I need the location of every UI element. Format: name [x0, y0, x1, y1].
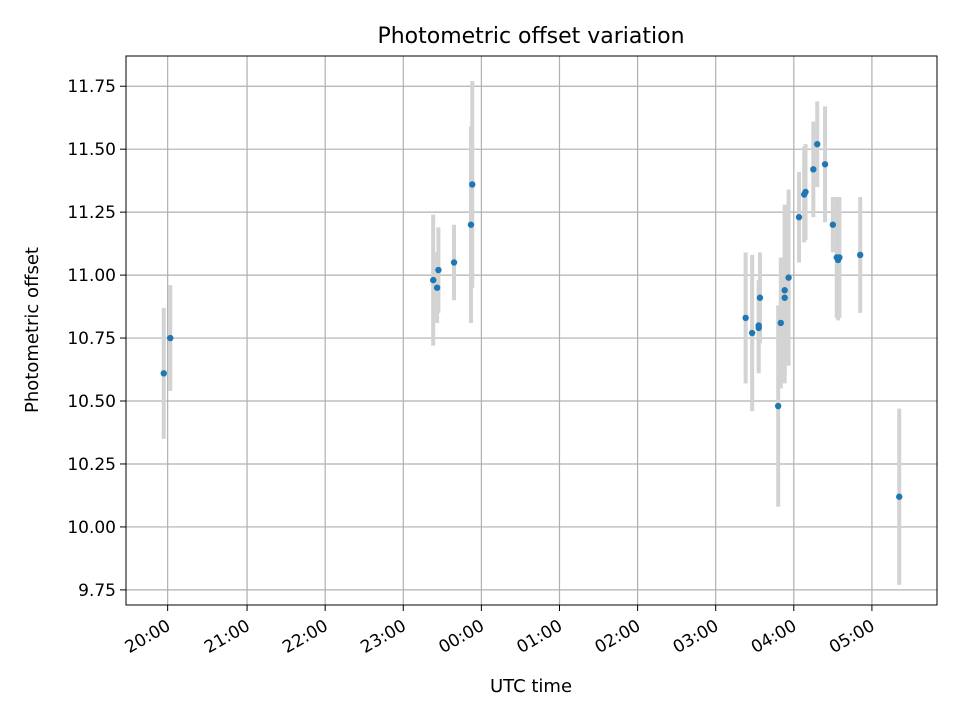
y-tick-label: 11.50 — [67, 140, 116, 160]
y-tick-label: 10.00 — [67, 518, 116, 538]
data-points — [160, 140, 903, 500]
data-point — [167, 334, 174, 342]
data-point — [435, 266, 442, 274]
x-axis-label: UTC time — [490, 676, 572, 697]
y-axis-ticks: 9.75 10.00 10.25 10.50 10.75 11.00 11.25 11.50 1… — [67, 77, 126, 601]
data-point — [785, 274, 792, 281]
data-point — [829, 221, 837, 228]
data-point — [774, 402, 782, 410]
y-tick-label: 9.75 — [78, 581, 116, 601]
data-point — [450, 259, 458, 266]
y-tick-label: 10.75 — [67, 329, 116, 349]
grid — [126, 56, 937, 605]
data-point — [781, 294, 788, 301]
data-point — [781, 287, 788, 294]
data-point — [814, 140, 821, 148]
y-axis-label: Photometric offset — [22, 247, 43, 413]
data-point — [836, 254, 843, 261]
data-point — [433, 284, 441, 291]
chart-title: Photometric offset variation — [377, 24, 684, 49]
data-point — [821, 161, 829, 168]
y-tick-label: 10.25 — [67, 455, 116, 475]
data-point — [742, 314, 749, 322]
data-point — [748, 329, 756, 337]
y-tick-label: 11.00 — [67, 266, 116, 286]
data-point — [810, 166, 817, 173]
y-tick-label: 10.50 — [67, 392, 116, 412]
data-point — [802, 188, 809, 196]
data-point — [777, 319, 784, 327]
plot-area-frame — [125, 55, 938, 606]
data-point — [756, 294, 764, 301]
data-point — [160, 370, 167, 377]
y-tick-label: 11.25 — [67, 203, 116, 223]
y-tick-label: 11.75 — [67, 77, 116, 97]
data-point — [467, 221, 475, 228]
data-point — [469, 181, 476, 188]
data-point — [795, 213, 803, 221]
data-point — [755, 324, 762, 332]
data-point — [430, 276, 437, 284]
data-point — [896, 493, 903, 500]
data-point — [856, 251, 864, 259]
